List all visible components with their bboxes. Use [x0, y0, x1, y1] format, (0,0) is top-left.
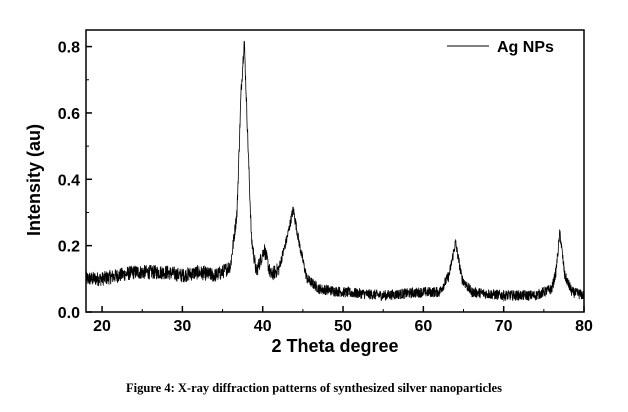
x-axis-label: 2 Theta degree [271, 336, 398, 356]
x-tick-label: 50 [334, 318, 352, 335]
legend-label: Ag NPs [497, 39, 554, 56]
y-tick-label: 0.2 [58, 239, 80, 256]
x-tick-label: 70 [495, 318, 513, 335]
y-tick-label: 0.6 [58, 106, 80, 123]
series-line-ag-nps [85, 40, 585, 302]
x-tick-label: 30 [173, 318, 191, 335]
xrd-chart: Ag NPs 2 Theta degree Intensity (au) 20 3… [24, 29, 593, 356]
x-tick-label: 20 [93, 318, 111, 335]
x-tick-label: 80 [575, 318, 593, 335]
y-tick-label: 0.0 [58, 305, 80, 322]
x-tick-label: 60 [414, 318, 432, 335]
x-tick-label: 40 [254, 318, 272, 335]
y-tick-label: 0.8 [58, 40, 80, 57]
y-tick-label: 0.4 [58, 172, 80, 189]
y-axis-label: Intensity (au) [24, 124, 44, 236]
figure-caption: Figure 4: X-ray diffraction patterns of … [126, 381, 502, 395]
plot-frame [85, 29, 585, 313]
